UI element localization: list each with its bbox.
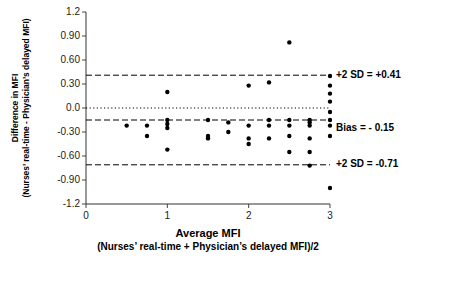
point [328, 186, 332, 190]
y-tick [82, 180, 86, 181]
point [124, 123, 128, 127]
point [165, 126, 169, 130]
point [307, 163, 311, 167]
y-tick-label: 1.2 [66, 6, 80, 17]
point [328, 99, 332, 103]
point [328, 118, 332, 122]
y-tick-label: -0.60 [57, 150, 80, 161]
y-tick [82, 132, 86, 133]
point [165, 147, 169, 151]
x-axis-line [86, 204, 330, 205]
point [246, 123, 250, 127]
point [328, 83, 332, 87]
point [287, 134, 291, 138]
point [307, 118, 311, 122]
point [267, 136, 271, 140]
y-tick [82, 60, 86, 61]
point [328, 134, 332, 138]
point [328, 91, 332, 95]
y-tick-label: 0.60 [61, 54, 81, 65]
reference-line [86, 107, 330, 108]
point [165, 122, 169, 126]
point [287, 150, 291, 154]
x-tick [167, 204, 168, 208]
plot-area [86, 40, 332, 190]
point [206, 136, 210, 140]
line-label: +2 SD = +0.41 [336, 69, 401, 80]
y-tick-label: 0.30 [61, 78, 81, 89]
x-tick-label: 0 [83, 210, 89, 221]
y-tick [82, 84, 86, 85]
point [307, 150, 311, 154]
point [267, 118, 271, 122]
point [226, 130, 230, 134]
reference-line [86, 164, 330, 165]
chart: -1.2 -0.90 -0.60 -0.30 0.0 0.30 0.60 0.90 1.2 0 1 2… [0, 0, 474, 292]
y-tick-label: -1.2 [63, 198, 81, 209]
reference-line [86, 75, 330, 76]
x-axis-label: (Nurses’ real-time + Physician’s delayed… [97, 241, 319, 252]
y-tick-label: -0.90 [57, 174, 80, 185]
point [287, 40, 291, 44]
x-tick-label: 3 [327, 210, 333, 221]
point [145, 134, 149, 138]
point [267, 80, 271, 84]
line-label: Bias = - 0.15 [336, 122, 395, 133]
y-axis-label: (Nurses’ real-time - Physician’s delayed… [21, 18, 31, 197]
point [246, 136, 250, 140]
x-tick [86, 204, 87, 208]
y-tick-label: 0.0 [66, 102, 80, 113]
point [165, 90, 169, 94]
point [165, 118, 169, 122]
y-tick [82, 204, 86, 205]
point [226, 120, 230, 124]
point [267, 123, 271, 127]
point [246, 142, 250, 146]
point [246, 83, 250, 87]
x-tick-label: 2 [246, 210, 252, 221]
y-tick [82, 108, 86, 109]
point [206, 118, 210, 122]
x-tick [330, 204, 331, 208]
x-tick [248, 204, 249, 208]
point [328, 74, 332, 78]
point [328, 110, 332, 114]
point [307, 136, 311, 140]
point [328, 123, 332, 127]
x-axis-label: Average MFI [175, 227, 240, 239]
line-label: +2 SD = -0.71 [336, 158, 399, 169]
y-tick [82, 12, 86, 13]
y-axis-label: Difference in MFI [10, 74, 20, 142]
point [307, 123, 311, 127]
point [287, 118, 291, 122]
point [287, 123, 291, 127]
y-tick [82, 36, 86, 37]
y-tick [82, 156, 86, 157]
point [145, 123, 149, 127]
y-tick-label: 0.90 [61, 30, 81, 41]
y-tick-label: -0.30 [57, 126, 80, 137]
x-tick-label: 1 [165, 210, 171, 221]
